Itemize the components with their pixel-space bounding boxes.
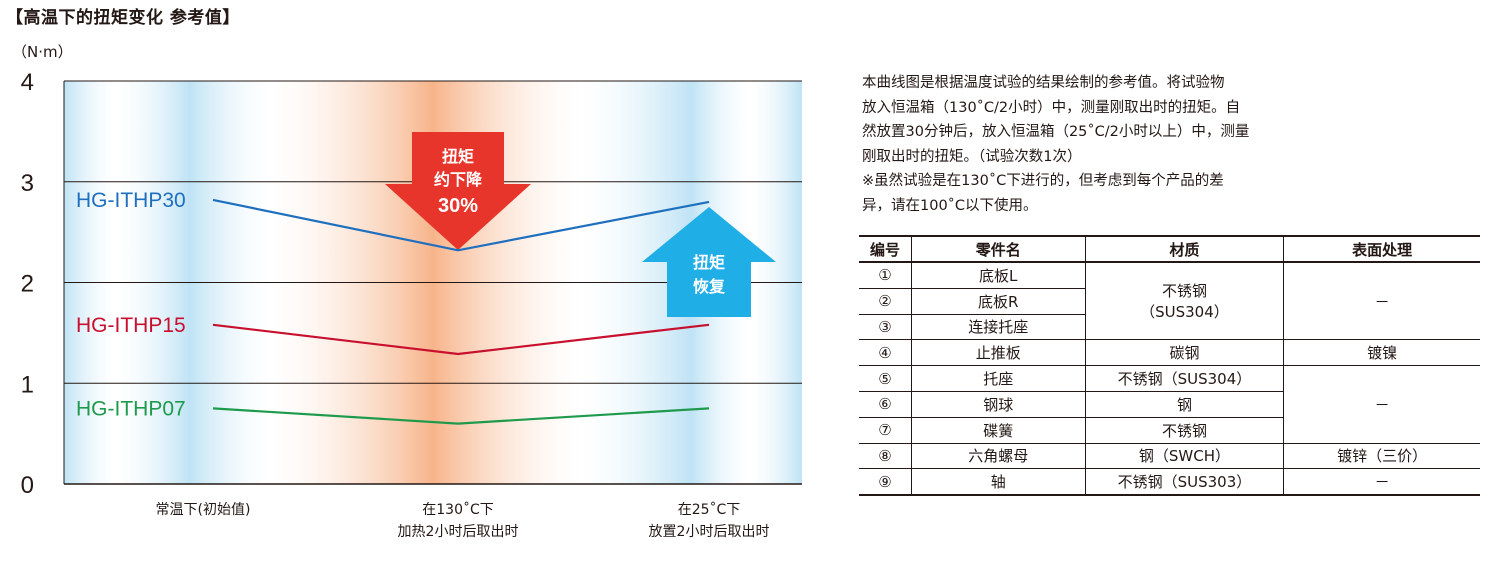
note-line: 本曲线图是根据温度试验的结果绘制的参考值。将试验物 [862,75,1225,91]
note-line: ※虽然试验是在130˚C下进行的，但考虑到每个产品的差 [862,173,1224,189]
up-arrow [642,207,776,317]
part-material: 碳钢 [1084,339,1285,367]
note-line: 刚取出时的扭矩。（试验次数1次） [862,148,1082,165]
note-line: 放入恒温箱（130˚C/2小时）中，测量刚取出时的扭矩。自 [862,99,1241,116]
header-surface: 表面处理 [1283,235,1480,263]
table-row: ④ 止推板 碳钢 镀镍 [859,339,1480,367]
table-row: ⑨ 轴 不锈钢（SUS303） － [859,468,1480,497]
part-no: ⑨ [859,468,912,497]
part-no: ⑤ [859,365,912,392]
y-tick-label: 1 [21,371,34,398]
part-name: 底板R [910,287,1086,315]
x-category-label: 加热2小时后取出时 [398,524,519,540]
part-name: 托座 [910,365,1086,392]
page-title: 【高温下的扭矩变化 参考值】 [6,8,240,28]
y-tick-label: 3 [21,170,34,197]
part-surface: － [1283,468,1480,497]
part-name: 六角螺母 [910,442,1086,470]
part-no: ④ [859,339,912,367]
x-category-label: 常温下(初始值) [156,501,251,518]
part-material: 不锈钢 [1084,416,1284,444]
part-surface: 镀镍 [1283,339,1480,367]
x-category-label: 放置2小时后取出时 [649,524,770,540]
part-surface: 镀锌（三价） [1283,442,1480,470]
y-tick-label: 4 [21,69,34,96]
part-no: ⑧ [859,442,912,470]
table-row: ⑤ 托座 不锈钢（SUS304） － [859,365,1480,444]
part-name: 轴 [910,468,1086,497]
table-header-row: 编号 零件名 材质 表面处理 [859,235,1480,263]
series-label: HG-ITHP15 [76,314,186,337]
part-material: 钢 [1084,390,1284,418]
part-name: 止推板 [910,339,1086,367]
x-category-label: 在25˚C下 [678,501,741,518]
note-line: 异，请在100˚C以下使用。 [862,197,1038,214]
part-surface: － [1283,261,1480,341]
part-no: ① [859,261,912,289]
part-material: 钢（SWCH） [1084,442,1285,470]
material-line: 不锈钢 [1161,282,1207,301]
table-row: ① 底板L 不锈钢 （SUS304） － [859,261,1480,341]
table-row: ③ 连接托座 [859,313,1480,341]
part-name: 底板L [910,261,1086,289]
down-arrow-label: 扭矩 [442,147,474,166]
down-arrow [385,132,531,250]
part-name: 钢球 [910,390,1086,418]
material-line: （SUS304） [1140,303,1229,322]
part-material: 不锈钢（SUS303） [1084,468,1285,497]
up-arrow-label: 扭矩 [693,253,725,272]
table-row: ② 底板R [859,287,1480,315]
part-no: ⑥ [859,390,912,418]
header-part-name: 零件名 [910,235,1086,263]
table-row: ⑦ 碟簧 不锈钢 [859,416,1480,444]
series-label: HG-ITHP30 [76,189,186,212]
y-tick-label: 0 [21,472,34,499]
series-label: HG-ITHP07 [76,397,186,420]
part-name: 连接托座 [910,313,1086,341]
parts-table: 编号 零件名 材质 表面处理 ① 底板L 不锈钢 （SUS304） － ② 底板… [859,235,1480,497]
part-no: ③ [859,313,912,341]
note-line: 然放置30分钟后，放入恒温箱（25˚C/2小时以上）中，测量 [862,124,1250,140]
down-arrow-label: 约下降 [434,170,483,189]
up-arrow-label: 恢复 [693,277,726,296]
part-no: ⑦ [859,416,912,444]
test-note: 本曲线图是根据温度试验的结果绘制的参考值。将试验物 放入恒温箱（130˚C/2小… [862,71,1312,218]
down-arrow-percent: 30% [438,195,478,217]
header-no: 编号 [859,235,912,263]
part-surface: － [1283,365,1480,444]
torque-chart: （N·m） 0 1 2 3 4 常温下(初始值) 在130˚C下加热2小时后取出时 在25˚… [0,36,820,568]
y-tick-label: 2 [21,271,34,298]
x-category-label: 在130˚C下 [422,501,494,518]
part-name: 碟簧 [910,416,1086,444]
part-material: 不锈钢 （SUS304） [1084,261,1285,341]
table-row: ⑥ 钢球 钢 [859,390,1480,418]
part-material: 不锈钢（SUS304） [1084,365,1285,392]
part-no: ② [859,287,912,315]
table-row: ⑧ 六角螺母 钢（SWCH） 镀锌（三价） [859,442,1480,470]
y-axis-unit: （N·m） [12,43,73,61]
header-material: 材质 [1084,235,1285,263]
